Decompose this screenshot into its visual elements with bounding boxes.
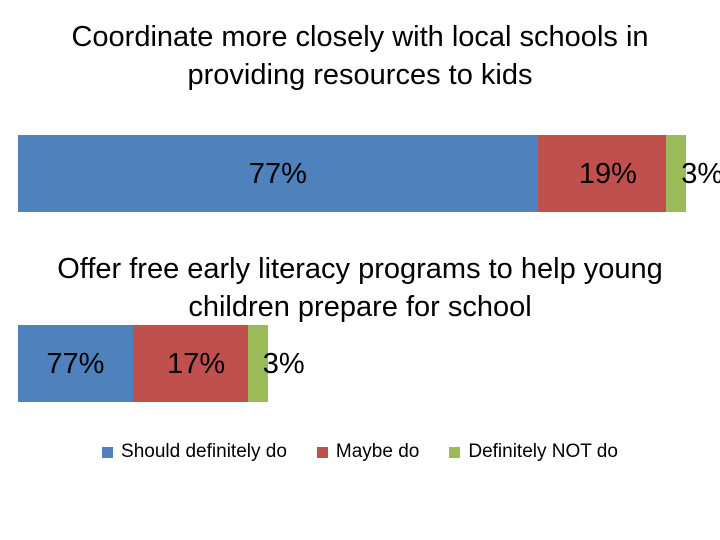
legend-item-maybe-do: Maybe do [316,441,420,463]
data-label-should-definitely-do: 77% [248,157,307,190]
chart-legend: Should definitely do Maybe do Definitely… [0,441,720,463]
chart-title-coordinate-schools: Coordinate more closely with local schoo… [71,21,649,91]
data-label-maybe-do: 19% [578,157,637,190]
legend-swatch-maybe-do [316,446,328,458]
bar-segment-maybe-do [537,135,666,212]
stacked-bar-coordinate-schools: 77% 19% 3% [18,135,720,212]
legend-swatch-should-definitely-do [102,446,114,458]
bar-segment-definitely-not-do [247,325,268,402]
bar-segment-should-definitely-do [18,135,538,212]
bar-segment-maybe-do [132,325,248,402]
legend-item-should-definitely-do: Should definitely do [102,441,287,463]
data-label-maybe-do: 17% [167,347,226,380]
data-label-definitely-not-do: 3% [681,157,720,190]
legend-label-maybe-do: Maybe do [335,441,420,462]
legend-label-should-definitely-do: Should definitely do [121,441,287,462]
data-label-definitely-not-do: 3% [262,347,305,380]
bar-segment-should-definitely-do [18,325,133,402]
legend-label-definitely-not-do: Definitely NOT do [468,441,618,462]
bar-segment-definitely-not-do [666,135,687,212]
data-label-should-definitely-do: 77% [46,347,105,380]
legend-item-definitely-not-do: Definitely NOT do [449,441,618,463]
legend-swatch-definitely-not-do [449,446,461,458]
stacked-bar-early-literacy: 77% 17% 3% [18,325,718,402]
chart-title-early-literacy: Offer free early literacy programs to he… [57,253,663,323]
